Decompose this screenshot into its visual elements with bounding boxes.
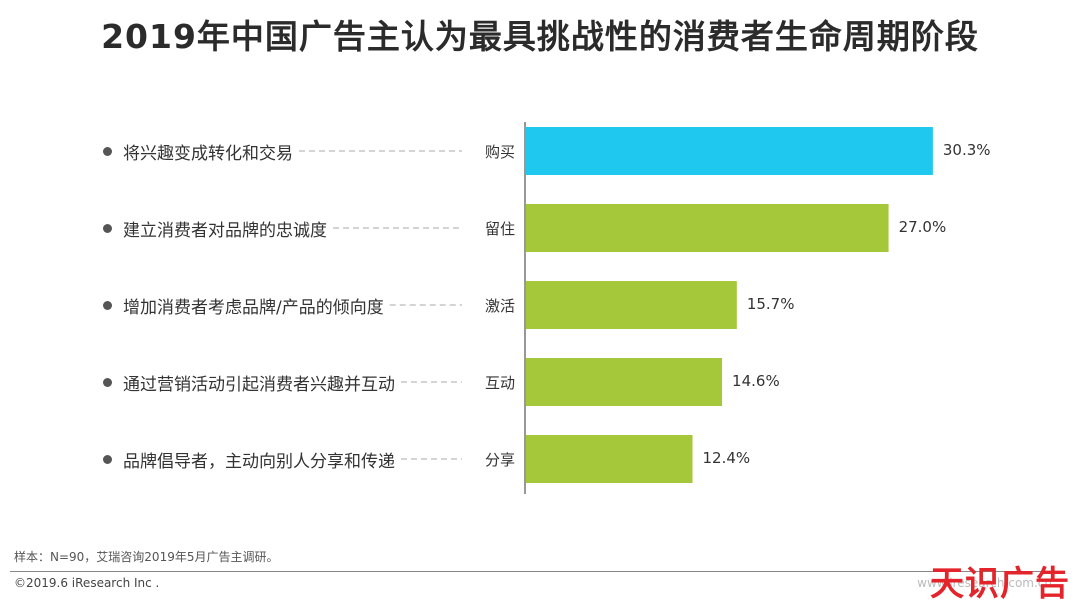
category-label: 激活	[484, 297, 515, 315]
description-text: 通过营销活动引起消费者兴趣并互动	[123, 374, 395, 395]
description-row: 建立消费者对品牌的忠诚度	[103, 216, 327, 241]
value-label: 15.7%	[746, 295, 795, 313]
bullet-icon	[103, 454, 112, 464]
description-row: 增加消费者考虑品牌/产品的倾向度	[103, 293, 384, 318]
category-label: 留住	[484, 220, 515, 238]
description-text: 建立消费者对品牌的忠诚度	[123, 220, 327, 241]
description-text: 品牌倡导者，主动向别人分享和传递	[123, 451, 395, 472]
description-row: 品牌倡导者，主动向别人分享和传递	[103, 447, 395, 472]
watermark-text: www.iresearch.com.cn	[917, 576, 1052, 590]
bar-5	[526, 435, 693, 483]
category-label: 分享	[484, 451, 515, 469]
description-row: 将兴趣变成转化和交易	[103, 139, 293, 164]
bar-1	[526, 127, 933, 175]
category-label: 购买	[484, 143, 515, 161]
bar-3	[526, 281, 737, 329]
bar-4	[526, 358, 723, 406]
value-label: 14.6%	[732, 372, 780, 390]
footer-divider	[10, 571, 1050, 572]
bullet-icon	[103, 223, 112, 233]
description-text: 将兴趣变成转化和交易	[123, 143, 293, 164]
copyright-text: ©2019.6 iResearch Inc .	[14, 576, 160, 590]
sample-note: 样本：N=90，艾瑞咨询2019年5月广告主调研。	[14, 550, 279, 564]
bar-2	[526, 204, 889, 252]
description-text: 增加消费者考虑品牌/产品的倾向度	[123, 297, 384, 318]
category-label: 互动	[484, 374, 515, 392]
value-label: 30.3%	[942, 141, 991, 159]
value-label: 12.4%	[702, 449, 751, 467]
bullet-icon	[103, 377, 112, 387]
bullet-icon	[103, 300, 112, 310]
value-label: 27.0%	[898, 218, 947, 236]
bullet-icon	[103, 146, 112, 156]
description-row: 通过营销活动引起消费者兴趣并互动	[103, 370, 395, 395]
chart-title: 2019年中国广告主认为最具挑战性的消费者生命周期阶段	[101, 17, 979, 56]
brand-logo: 天识广告	[930, 564, 1070, 604]
